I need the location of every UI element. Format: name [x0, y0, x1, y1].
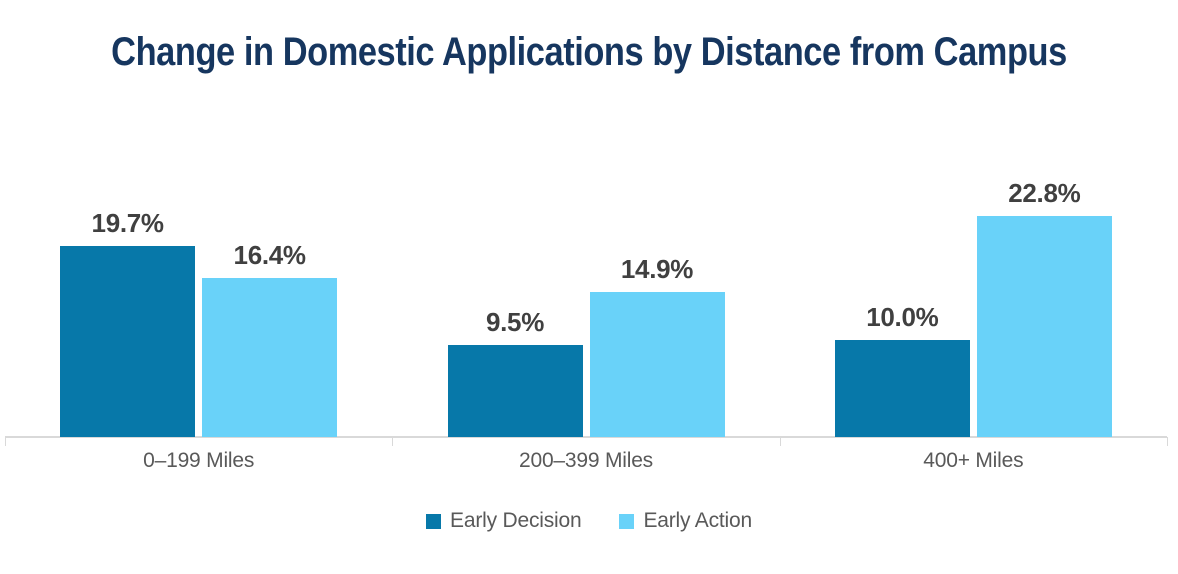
bar-early-action: [202, 277, 338, 437]
category-label: 0–199 Miles: [143, 449, 255, 472]
axis-tick: [392, 437, 394, 446]
legend-label-early-decision: Early Decision: [450, 509, 582, 532]
x-axis-line: [5, 436, 1167, 438]
legend-swatch-early-decision: [426, 513, 442, 529]
legend-swatch-early-action: [619, 513, 635, 529]
value-label-early-decision: 9.5%: [485, 306, 545, 337]
category-label: 200–399 Miles: [518, 449, 653, 472]
value-label-early-decision: 10.0%: [866, 302, 939, 332]
category-label: 400+ Miles: [923, 449, 1024, 472]
bar-early-action: [589, 292, 725, 437]
legend-item-early-action: Early Action: [619, 509, 752, 533]
legend-item-early-decision: Early Decision: [426, 509, 582, 533]
bar-early-decision: [834, 340, 970, 437]
bar-early-decision: [60, 245, 196, 437]
legend: Early Decision Early Action: [0, 509, 1178, 533]
value-label-early-decision: 19.7%: [91, 207, 165, 238]
value-label-early-action: 14.9%: [620, 254, 694, 285]
bar-early-action: [976, 215, 1112, 437]
chart-title: Change in Domestic Applications by Dista…: [111, 30, 1067, 74]
legend-label-early-action: Early Action: [643, 509, 752, 532]
axis-tick: [1167, 437, 1168, 446]
value-label-early-action: 16.4%: [233, 239, 307, 270]
axis-tick: [5, 437, 6, 446]
axis-tick: [779, 437, 781, 446]
value-label-early-action: 22.8%: [1008, 177, 1081, 208]
bar-early-decision: [447, 344, 583, 437]
